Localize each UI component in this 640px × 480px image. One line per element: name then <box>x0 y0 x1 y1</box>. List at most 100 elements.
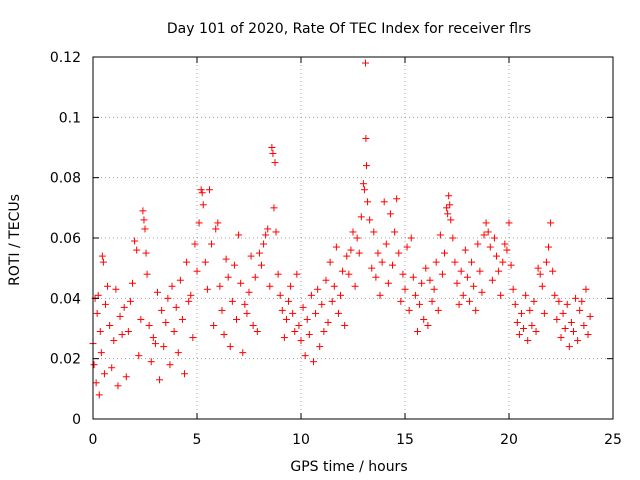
data-point <box>443 204 451 212</box>
data-point <box>141 225 149 233</box>
data-point <box>384 279 392 287</box>
data-point <box>445 192 453 200</box>
data-point <box>372 273 380 281</box>
data-point <box>289 309 297 317</box>
data-point <box>251 273 259 281</box>
data-point <box>181 370 189 378</box>
data-point <box>247 252 255 260</box>
data-point <box>220 331 228 339</box>
data-point <box>393 195 401 203</box>
data-point <box>326 258 334 266</box>
data-point <box>328 297 336 305</box>
data-point <box>505 219 513 227</box>
data-point <box>208 240 216 248</box>
y-tick-label: 0 <box>72 412 81 428</box>
data-point <box>214 219 222 227</box>
data-point <box>542 258 550 266</box>
data-point <box>561 325 569 332</box>
data-point <box>576 306 584 314</box>
data-point <box>416 300 424 308</box>
data-point <box>235 231 243 239</box>
data-point <box>409 273 417 281</box>
data-point <box>199 201 207 209</box>
data-point <box>444 210 452 218</box>
data-point <box>120 303 128 311</box>
data-point <box>364 198 372 206</box>
data-point <box>309 358 317 366</box>
data-point <box>170 328 178 336</box>
data-point <box>99 258 107 266</box>
data-point <box>295 321 303 329</box>
data-point <box>490 234 498 242</box>
data-point <box>376 291 384 299</box>
data-point <box>349 228 357 236</box>
data-point <box>380 198 388 206</box>
y-tick-label: 0.1 <box>59 110 81 126</box>
data-point <box>255 249 263 257</box>
data-point <box>497 291 505 299</box>
data-point <box>101 300 109 308</box>
data-point <box>501 240 509 248</box>
data-point <box>187 291 195 299</box>
data-point <box>264 225 272 233</box>
data-point <box>183 258 191 266</box>
data-point <box>118 331 126 339</box>
data-point <box>151 340 159 348</box>
data-point <box>422 264 430 272</box>
data-point <box>374 249 382 257</box>
y-tick-label: 0.08 <box>50 171 81 187</box>
data-point <box>307 291 315 299</box>
data-point <box>93 309 101 317</box>
data-point <box>582 285 590 293</box>
data-point <box>513 318 521 326</box>
data-point <box>106 321 114 329</box>
data-point <box>216 282 224 290</box>
data-point <box>293 270 301 278</box>
data-point <box>222 255 230 263</box>
data-point <box>397 297 405 305</box>
data-point <box>411 291 419 299</box>
data-point <box>131 237 139 245</box>
data-point <box>260 240 268 248</box>
data-point <box>337 291 345 299</box>
data-point <box>426 276 434 284</box>
data-point <box>241 300 249 308</box>
data-point <box>149 334 157 342</box>
data-point <box>549 267 557 275</box>
data-point <box>368 264 376 272</box>
data-point <box>124 328 132 336</box>
data-point <box>243 309 251 317</box>
chart-title: Day 101 of 2020, Rate Of TEC Index for r… <box>167 21 531 37</box>
data-point <box>201 258 209 266</box>
data-point <box>463 273 471 281</box>
data-point <box>480 231 488 239</box>
data-point <box>438 270 446 278</box>
data-point <box>511 300 519 308</box>
data-point <box>316 343 324 351</box>
grid-lines <box>93 57 613 419</box>
data-point <box>428 297 436 305</box>
data-point <box>269 150 277 158</box>
data-point <box>203 285 211 293</box>
data-point <box>262 231 270 239</box>
data-point <box>301 352 309 360</box>
data-point <box>424 321 432 329</box>
data-point <box>174 349 182 357</box>
data-point <box>495 267 503 275</box>
x-tick-label: 0 <box>89 432 98 448</box>
data-point <box>210 321 218 329</box>
data-point <box>447 216 455 224</box>
data-point <box>386 210 394 218</box>
data-point <box>530 297 538 305</box>
data-point <box>362 134 370 142</box>
data-point <box>482 219 490 227</box>
data-point <box>503 246 511 254</box>
data-point <box>129 279 137 287</box>
data-point <box>299 303 307 311</box>
data-point <box>156 376 164 384</box>
data-point <box>399 270 407 278</box>
data-point <box>441 249 449 257</box>
data-point <box>538 282 546 290</box>
data-point <box>520 325 528 332</box>
data-point <box>391 228 399 236</box>
